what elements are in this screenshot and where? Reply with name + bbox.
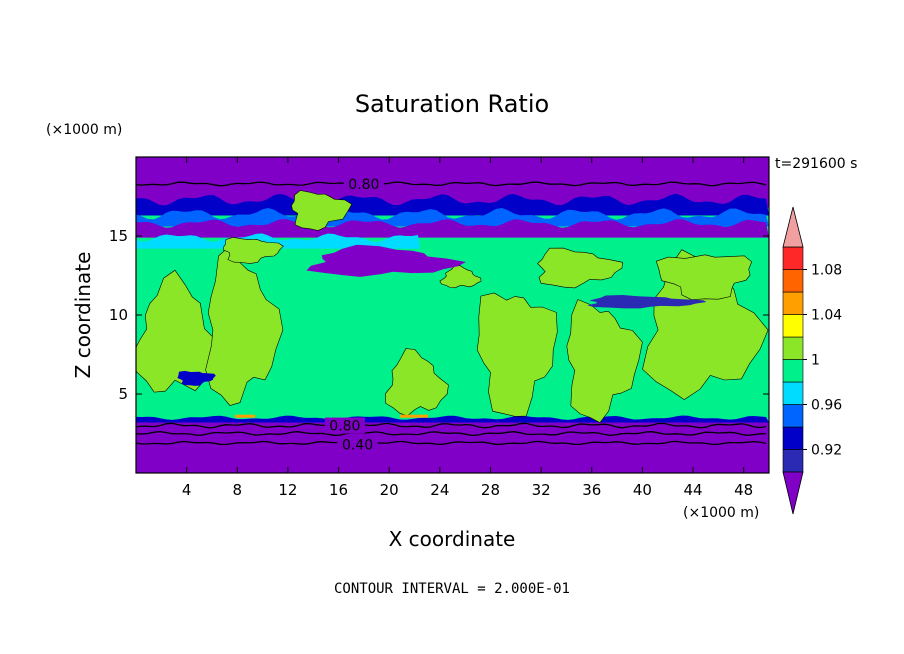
y-tick-label-5: 5 xyxy=(118,385,128,403)
moist-region-3 xyxy=(291,190,353,231)
x-tick-label-28: 28 xyxy=(481,481,500,499)
colorbar-band-4 xyxy=(782,381,804,405)
contour-060-lower xyxy=(136,430,766,437)
contour-040-lower xyxy=(136,440,767,446)
contour-label-bg-2 xyxy=(324,417,365,434)
z-unit-label: (×1000 m) xyxy=(46,122,122,138)
dry-intrusion-1 xyxy=(306,244,466,277)
x-tick-label-48: 48 xyxy=(734,481,753,499)
time-label: t=291600 s xyxy=(775,156,857,172)
x-tick-label-4: 4 xyxy=(182,481,192,499)
colorbar-label-4: 1.04 xyxy=(811,308,842,324)
colorbar-band-3 xyxy=(782,404,804,428)
colorbar-band-8 xyxy=(782,291,804,315)
colorbar-band-2 xyxy=(782,426,804,450)
contour-080-lower xyxy=(136,422,767,429)
moist-region-8 xyxy=(537,247,623,289)
x-tick-label-24: 24 xyxy=(430,481,449,499)
band-upper-purple-lower xyxy=(136,219,769,238)
contour-label-1: 0.80 xyxy=(348,177,379,193)
moist-region-2 xyxy=(205,246,284,406)
band-upper-cyan xyxy=(136,233,420,249)
x-tick-label-12: 12 xyxy=(278,481,297,499)
warm-streak-1 xyxy=(235,414,255,418)
y-tick-label-15: 15 xyxy=(109,227,128,245)
colorbar-label-5: 1.08 xyxy=(811,263,842,279)
x-tick-label-16: 16 xyxy=(329,481,348,499)
x-tick-label-40: 40 xyxy=(633,481,652,499)
moist-region-1 xyxy=(136,269,221,393)
x-tick-label-44: 44 xyxy=(683,481,702,499)
colorbar-band-5 xyxy=(782,359,804,383)
dry-intrusion-3 xyxy=(177,370,216,386)
moist-region-11 xyxy=(439,265,482,289)
y-axis-label: Z coordinate xyxy=(71,252,95,379)
x-tick-label-32: 32 xyxy=(532,481,551,499)
contour-080-upper xyxy=(136,181,767,187)
contour-label-3: 0.40 xyxy=(342,438,373,454)
colorbar-over-arrow xyxy=(782,206,804,248)
dry-intrusion-2 xyxy=(587,295,707,309)
x-axis-label: X coordinate xyxy=(389,527,516,551)
moist-region-5 xyxy=(476,292,558,417)
chart-title: Saturation Ratio xyxy=(355,90,549,118)
x-tick-label-8: 8 xyxy=(233,481,243,499)
colorbar-label-2: 0.96 xyxy=(811,398,842,414)
warm-streak-2 xyxy=(400,414,428,418)
colorbar-band-10 xyxy=(782,246,804,270)
contour-label-2: 0.80 xyxy=(329,419,360,435)
y-tick-label-10: 10 xyxy=(109,306,128,324)
band-lower-dry xyxy=(136,420,769,473)
moist-region-9 xyxy=(655,254,753,301)
colorbar-under-arrow xyxy=(782,471,804,515)
moist-region-10 xyxy=(223,236,284,264)
colorbar-band-7 xyxy=(782,314,804,338)
colorbar-band-9 xyxy=(782,269,804,293)
band-lower-blue xyxy=(136,415,769,423)
moist-region-4 xyxy=(385,348,449,417)
contour-label-bg-3 xyxy=(337,436,378,453)
x-unit-label: (×1000 m) xyxy=(683,505,759,521)
contour-interval-note: CONTOUR INTERVAL = 2.000E-01 xyxy=(334,581,570,597)
colorbar-band-6 xyxy=(782,336,804,360)
contour-label-bg-1 xyxy=(343,175,384,192)
x-tick-label-36: 36 xyxy=(582,481,601,499)
moist-region-6 xyxy=(566,299,643,423)
colorbar: 0.92 0.96 1 1.04 1.08 xyxy=(782,206,842,515)
colorbar-label-3: 1 xyxy=(811,353,820,369)
x-tick-label-20: 20 xyxy=(380,481,399,499)
colorbar-label-1: 0.92 xyxy=(811,443,842,459)
colorbar-band-1 xyxy=(782,449,804,473)
